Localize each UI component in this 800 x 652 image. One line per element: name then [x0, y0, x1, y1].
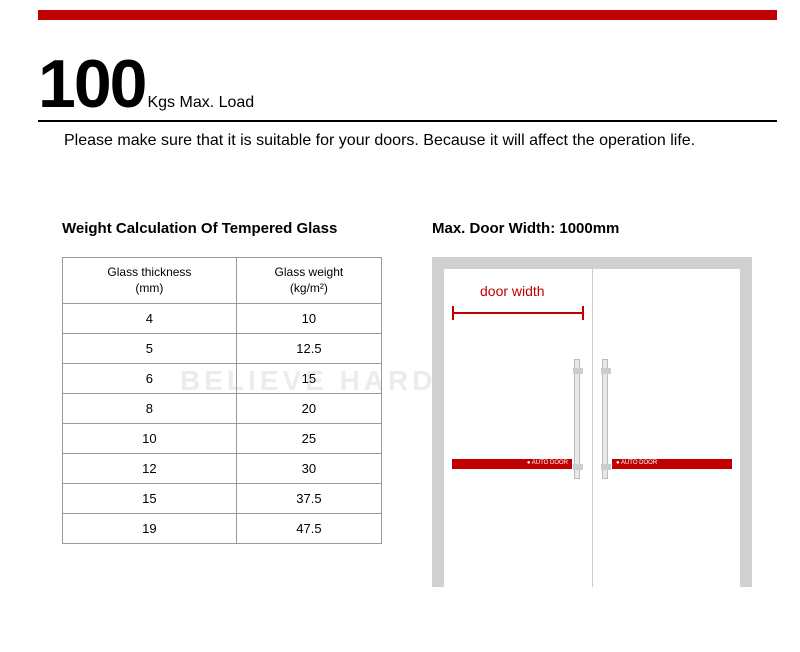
table-row: 1025	[63, 424, 382, 454]
door-red-strip-right: ● AUTO DOOR	[612, 459, 732, 469]
cell-thickness: 4	[63, 304, 237, 334]
table-header-weight: Glass weight(kg/m²)	[236, 258, 381, 304]
door-center-divider	[592, 269, 593, 587]
header-section: 100 Kgs Max. Load Please make sure that …	[38, 50, 777, 150]
cell-thickness: 8	[63, 394, 237, 424]
door-width-arrow	[452, 303, 584, 323]
cell-thickness: 5	[63, 334, 237, 364]
cell-weight: 15	[236, 364, 381, 394]
cell-thickness: 12	[63, 454, 237, 484]
glass-weight-table: Glass thickness(mm) Glass weight(kg/m²) …	[62, 257, 382, 544]
glass-table-section: Weight Calculation Of Tempered Glass Gla…	[62, 220, 382, 587]
table-row: 820	[63, 394, 382, 424]
door-red-strip-left: ● AUTO DOOR	[452, 459, 572, 469]
table-title: Weight Calculation Of Tempered Glass	[62, 220, 382, 237]
door-handle-right	[602, 359, 608, 479]
cell-thickness: 6	[63, 364, 237, 394]
door-width-label: door width	[478, 283, 547, 299]
max-load-row: 100 Kgs Max. Load	[38, 50, 777, 122]
content-row: Weight Calculation Of Tempered Glass Gla…	[62, 220, 755, 587]
table-row: 1230	[63, 454, 382, 484]
max-load-label: Kgs Max. Load	[147, 94, 254, 118]
door-diagram-section: Max. Door Width: 1000mm door width ● AUT…	[432, 220, 755, 587]
header-subtext: Please make sure that it is suitable for…	[64, 132, 777, 150]
top-accent-bar	[38, 10, 777, 20]
cell-thickness: 10	[63, 424, 237, 454]
cell-weight: 30	[236, 454, 381, 484]
table-row: 512.5	[63, 334, 382, 364]
door-title: Max. Door Width: 1000mm	[432, 220, 755, 237]
cell-weight: 10	[236, 304, 381, 334]
cell-weight: 12.5	[236, 334, 381, 364]
table-row: 615	[63, 364, 382, 394]
door-handle-left	[574, 359, 580, 479]
cell-weight: 47.5	[236, 514, 381, 544]
table-row: 1537.5	[63, 484, 382, 514]
table-header-thickness: Glass thickness(mm)	[63, 258, 237, 304]
table-row: 410	[63, 304, 382, 334]
cell-thickness: 15	[63, 484, 237, 514]
cell-weight: 37.5	[236, 484, 381, 514]
max-load-value: 100	[38, 50, 145, 118]
cell-weight: 20	[236, 394, 381, 424]
table-row: 1947.5	[63, 514, 382, 544]
cell-weight: 25	[236, 424, 381, 454]
door-diagram: door width ● AUTO DOOR ● AUTO DOOR	[432, 257, 752, 587]
cell-thickness: 19	[63, 514, 237, 544]
